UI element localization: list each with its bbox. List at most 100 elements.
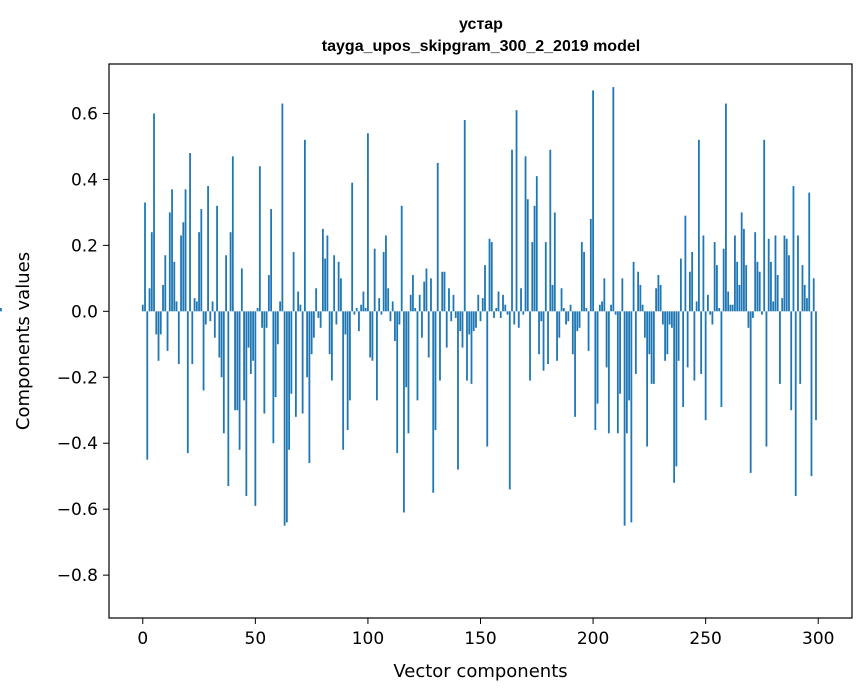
bar — [794, 311, 797, 496]
bar — [171, 189, 173, 312]
bar — [605, 311, 608, 368]
bar — [758, 271, 761, 312]
bar — [326, 235, 329, 312]
bar — [650, 311, 653, 384]
bar — [252, 311, 254, 361]
bar — [808, 192, 811, 312]
bar — [240, 268, 243, 312]
bar — [682, 311, 685, 407]
bar — [177, 311, 180, 365]
bar — [544, 242, 547, 312]
bar — [729, 304, 732, 312]
bar — [204, 311, 207, 325]
bar — [335, 311, 338, 325]
bar — [369, 311, 372, 358]
bar — [490, 242, 493, 312]
bar — [162, 284, 164, 312]
bar — [630, 311, 633, 523]
bar — [290, 311, 293, 394]
bar — [317, 311, 320, 318]
bar — [643, 311, 646, 338]
bar — [234, 311, 236, 411]
bar — [797, 235, 799, 312]
bar — [157, 311, 160, 361]
bar — [756, 261, 759, 312]
bar — [763, 139, 766, 312]
bar — [315, 288, 318, 312]
bar — [707, 294, 709, 312]
bar — [806, 298, 808, 312]
bar — [475, 311, 477, 328]
bar — [632, 261, 635, 312]
bar — [292, 251, 295, 312]
bar — [459, 311, 462, 332]
bar — [743, 228, 745, 312]
bar — [770, 261, 772, 312]
bar — [243, 311, 245, 401]
bar — [700, 311, 703, 374]
bar — [367, 133, 369, 312]
bar — [360, 304, 363, 312]
bar — [396, 311, 399, 454]
bar — [702, 235, 705, 312]
bar — [425, 268, 428, 312]
bar — [231, 156, 234, 312]
bar — [815, 311, 817, 421]
bar — [747, 311, 750, 328]
bar — [263, 311, 266, 414]
bar — [364, 308, 367, 312]
bar — [283, 311, 286, 526]
y-tick-label: −0.4 — [57, 434, 98, 454]
bar — [403, 311, 405, 513]
bar — [623, 311, 626, 526]
bar — [803, 284, 806, 312]
bar — [245, 311, 248, 496]
bar — [698, 139, 700, 312]
bar — [578, 311, 581, 328]
bar — [324, 258, 327, 312]
bar — [434, 311, 437, 431]
bar — [373, 248, 376, 312]
bar — [321, 228, 324, 312]
bar — [799, 311, 802, 384]
bar — [216, 205, 218, 312]
bar — [524, 156, 527, 312]
bar — [670, 311, 673, 328]
bar — [556, 311, 558, 361]
bar — [349, 311, 351, 401]
bar — [614, 311, 617, 315]
bar — [267, 275, 270, 312]
bar — [734, 235, 736, 312]
y-tick-label: −0.8 — [57, 566, 98, 586]
bar — [628, 311, 630, 401]
bar — [720, 311, 723, 407]
bar — [598, 304, 601, 312]
bar — [385, 235, 387, 312]
bar — [580, 242, 583, 312]
bar — [236, 311, 239, 411]
bar — [436, 162, 439, 312]
bar — [569, 304, 572, 312]
bar — [247, 311, 250, 348]
bar — [727, 291, 730, 312]
bar — [346, 311, 349, 431]
bar — [711, 311, 714, 325]
bar — [418, 294, 421, 312]
bar — [358, 311, 360, 332]
bar — [686, 311, 689, 368]
bar — [481, 298, 484, 312]
bar — [661, 311, 664, 325]
bar — [792, 186, 795, 312]
y-tick-label: 0.2 — [71, 236, 98, 256]
bar — [679, 258, 682, 312]
bar — [560, 288, 563, 312]
y-tick-label: −0.2 — [57, 368, 98, 388]
bar — [423, 281, 426, 312]
bar — [412, 275, 414, 312]
bar — [526, 199, 529, 312]
bar — [639, 284, 642, 312]
bar — [463, 120, 466, 312]
bar — [520, 288, 522, 312]
bar — [421, 311, 423, 338]
